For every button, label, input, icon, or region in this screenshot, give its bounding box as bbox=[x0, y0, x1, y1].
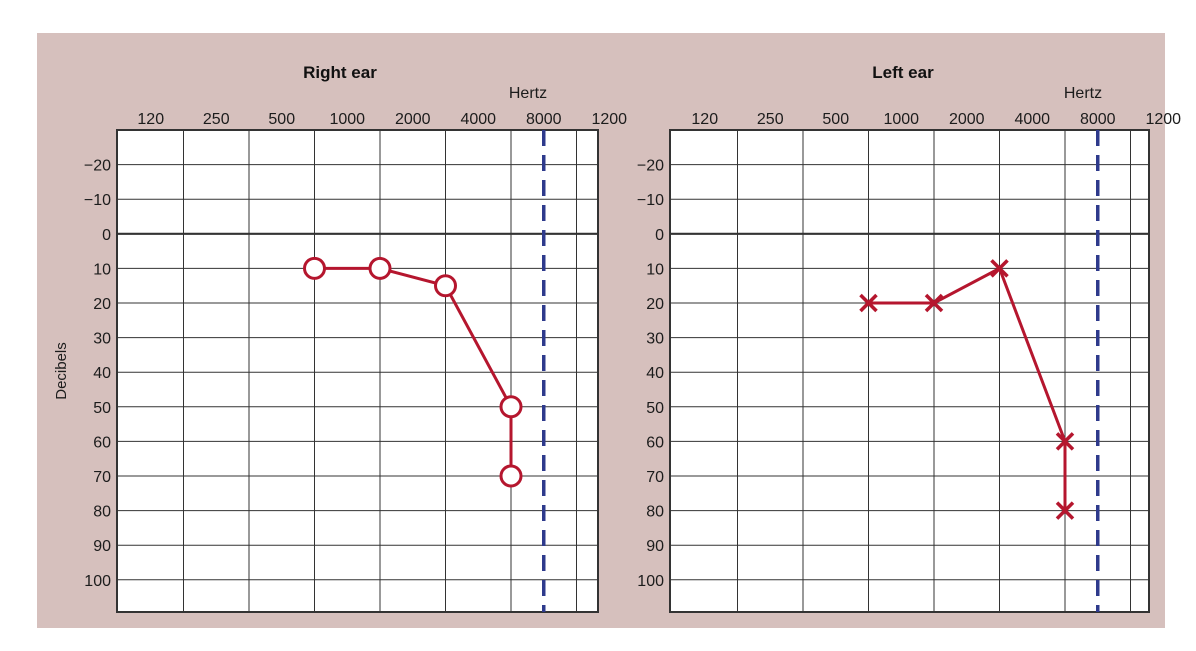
y-tick-label: 80 bbox=[93, 504, 111, 521]
y-tick-label: 80 bbox=[646, 504, 664, 521]
right-ear-hertz-label: Hertz bbox=[509, 85, 547, 102]
x-tick-label: 8000 bbox=[1080, 111, 1116, 128]
x-tick-label: 4000 bbox=[460, 111, 496, 128]
y-tick-label: 100 bbox=[637, 573, 664, 590]
x-marker-stroke bbox=[859, 293, 878, 313]
data-point-x bbox=[859, 293, 878, 313]
y-tick-label: 90 bbox=[93, 538, 111, 555]
data-point-x bbox=[1055, 432, 1075, 451]
left-ear-series bbox=[859, 259, 1075, 520]
y-tick-label: 30 bbox=[646, 331, 664, 348]
y-tick-label: 30 bbox=[93, 331, 111, 348]
x-tick-label: 1200 bbox=[1145, 111, 1181, 128]
x-tick-label: 1200 bbox=[591, 111, 627, 128]
x-tick-label: 120 bbox=[691, 111, 718, 128]
left-ear-title: Left ear bbox=[872, 63, 934, 82]
left-ear-plot-area bbox=[669, 129, 1150, 613]
x-tick-label: 250 bbox=[757, 111, 784, 128]
right-ear-y-tick-labels: −20 −10 0 10 20 30 40 50 60 70 80 90 100 bbox=[84, 158, 111, 590]
y-tick-label: 70 bbox=[646, 469, 664, 486]
data-point-x bbox=[990, 259, 1009, 278]
x-tick-label: 8000 bbox=[526, 111, 562, 128]
x-marker-stroke bbox=[990, 259, 1009, 278]
data-point-circle bbox=[434, 274, 457, 298]
x-tick-label: 250 bbox=[203, 111, 230, 128]
x-tick-label: 4000 bbox=[1014, 111, 1050, 128]
left-ear-x-tick-labels: 120 250 500 1000 2000 4000 8000 1200 bbox=[691, 111, 1181, 128]
y-tick-label: 40 bbox=[646, 365, 664, 382]
y-tick-label: 0 bbox=[655, 227, 664, 244]
x-marker-stroke bbox=[1055, 432, 1075, 451]
y-tick-label: 60 bbox=[646, 434, 664, 451]
right-ear-x-tick-labels: 120 250 500 1000 2000 4000 8000 1200 bbox=[137, 111, 627, 128]
x-tick-label: 2000 bbox=[395, 111, 431, 128]
right-ear-title: Right ear bbox=[303, 63, 377, 82]
data-point-circle bbox=[499, 395, 523, 419]
left-ear-hertz-label: Hertz bbox=[1064, 85, 1102, 102]
right-ear-grid bbox=[117, 130, 598, 612]
x-tick-label: 2000 bbox=[949, 111, 985, 128]
y-tick-label: 50 bbox=[93, 400, 111, 417]
y-tick-label: 20 bbox=[93, 296, 111, 313]
x-marker-stroke bbox=[1055, 501, 1075, 520]
x-tick-label: 120 bbox=[137, 111, 164, 128]
data-point-circle bbox=[368, 256, 392, 280]
data-point-x bbox=[924, 293, 944, 313]
x-tick-label: 500 bbox=[822, 111, 849, 128]
y-tick-label: 60 bbox=[93, 434, 111, 451]
x-tick-label: 500 bbox=[268, 111, 295, 128]
y-tick-label: 50 bbox=[646, 400, 664, 417]
data-point-x bbox=[1055, 501, 1075, 520]
right-ear-series bbox=[303, 256, 523, 488]
right-ear-y-axis-label: Decibels bbox=[53, 342, 70, 400]
y-tick-label: 0 bbox=[102, 227, 111, 244]
left-ear-chart: Left ear Hertz 120 250 500 1000 2000 4000 8000… bbox=[637, 63, 1181, 613]
left-ear-grid bbox=[670, 130, 1149, 612]
y-tick-label: −10 bbox=[637, 192, 664, 209]
data-point-circle bbox=[303, 256, 326, 280]
y-tick-label: 10 bbox=[646, 261, 664, 278]
x-tick-label: 1000 bbox=[329, 111, 365, 128]
data-point-circle bbox=[499, 464, 523, 488]
y-tick-label: 90 bbox=[646, 538, 664, 555]
y-tick-label: −10 bbox=[84, 192, 111, 209]
x-marker-stroke bbox=[924, 293, 944, 313]
right-ear-plot-area bbox=[116, 129, 599, 613]
y-tick-label: 70 bbox=[93, 469, 111, 486]
left-ear-y-tick-labels: −20 −10 0 10 20 30 40 50 60 70 80 90 100 bbox=[637, 158, 664, 590]
y-tick-label: 100 bbox=[84, 573, 111, 590]
x-tick-label: 1000 bbox=[883, 111, 919, 128]
y-tick-label: 40 bbox=[93, 365, 111, 382]
y-tick-label: 20 bbox=[646, 296, 664, 313]
y-tick-label: 10 bbox=[93, 261, 111, 278]
y-tick-label: −20 bbox=[637, 158, 664, 175]
right-ear-chart: Right ear Hertz Decibels 120 250 500 1000 20… bbox=[53, 63, 627, 613]
y-tick-label: −20 bbox=[84, 158, 111, 175]
